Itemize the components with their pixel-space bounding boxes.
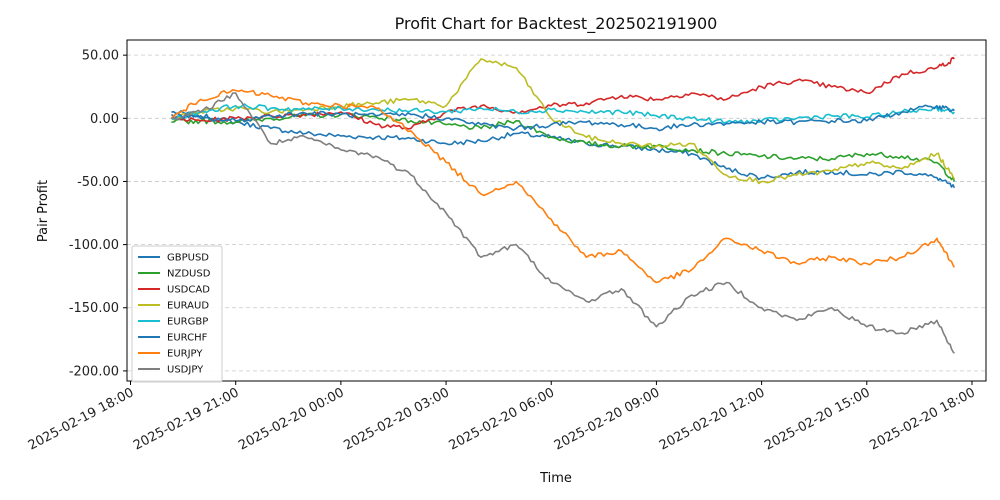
legend: GBPUSD NZDUSD USDCAD EURAUD EURGBP EURCHF EURJ… — [131, 245, 223, 383]
series-line-eurchf — [170, 104, 955, 132]
y-tick-label: -50.00 — [77, 175, 119, 190]
y-tick-label: 50.00 — [82, 49, 119, 64]
series-line-usdjpy — [171, 92, 955, 354]
series-layer — [170, 56, 956, 354]
series-line-gbpusd — [171, 110, 956, 189]
legend-label: NZDUSD — [167, 269, 211, 280]
series-line-usdcad — [171, 56, 955, 130]
x-axis-label: Time — [539, 471, 572, 486]
y-tick-label: 0.00 — [90, 112, 119, 127]
y-axis-label: Pair Profit — [36, 180, 51, 242]
series-line-eurjpy — [170, 89, 956, 284]
plot-frame — [126, 39, 987, 382]
legend-label: EURGBP — [167, 317, 208, 328]
series-line-nzdusd — [171, 112, 956, 182]
legend-label: EURJPY — [167, 349, 203, 360]
legend-label: EURAUD — [167, 301, 209, 312]
legend-label: EURCHF — [167, 333, 208, 344]
legend-label: USDJPY — [167, 365, 204, 376]
y-tick-label: -100.00 — [69, 238, 119, 253]
y-axis: 50.00 0.00 -50.00 -100.00 -150.00 -200.00 — [69, 49, 127, 379]
legend-label: GBPUSD — [167, 253, 209, 264]
series-line-eurgbp — [171, 103, 956, 125]
y-tick-label: -150.00 — [69, 301, 119, 316]
chart-title: Profit Chart for Backtest_202502191900 — [395, 14, 718, 34]
y-tick-label: -200.00 — [69, 364, 119, 379]
legend-box — [131, 245, 223, 383]
legend-label: USDCAD — [167, 285, 210, 296]
